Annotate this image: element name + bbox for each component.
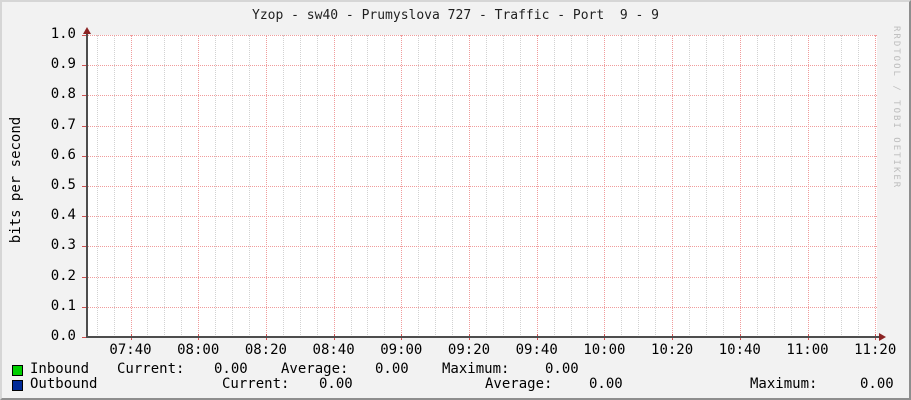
x-tick-label: 10:40 xyxy=(718,342,761,358)
x-tick-label: 08:40 xyxy=(312,342,355,358)
legend-stat-value: 0.00 xyxy=(860,376,894,392)
y-axis-tick xyxy=(82,276,87,278)
x-tick-label: 07:40 xyxy=(109,342,152,358)
legend-stat-label: Maximum: xyxy=(442,361,510,377)
inbound-swatch xyxy=(12,365,23,376)
grid-major-hline xyxy=(87,246,877,248)
grid-major-hline xyxy=(87,65,877,67)
grid-major-hline xyxy=(87,276,877,278)
x-tick-label: 09:40 xyxy=(515,342,558,358)
legend-stat-label: Maximum: xyxy=(750,376,818,392)
y-axis-line xyxy=(86,33,88,338)
grid-major-hline xyxy=(87,125,877,127)
grid-major-hline xyxy=(87,216,877,218)
y-axis-tick xyxy=(82,246,87,248)
grid-major-hline xyxy=(87,155,877,157)
grid-major-hline xyxy=(87,186,877,187)
legend-stat-label: Average: xyxy=(485,376,553,392)
legend-stat-label: Current: xyxy=(117,361,185,377)
x-axis-arrow-icon xyxy=(879,333,886,341)
y-tick-label: 0.8 xyxy=(50,86,76,103)
y-axis-tick xyxy=(82,155,87,157)
y-axis-tick xyxy=(82,216,87,218)
x-tick-label: 11:00 xyxy=(786,342,829,358)
plot-area xyxy=(87,35,877,337)
rrdtool-watermark: RRDTOOL / TOBI OETIKER xyxy=(891,26,901,190)
legend-series-name: Outbound xyxy=(30,376,98,392)
y-axis-tick xyxy=(82,306,87,308)
grid-major-hline xyxy=(87,306,877,308)
y-tick-label: 0.5 xyxy=(50,177,76,193)
y-axis-tick xyxy=(82,186,87,187)
legend-stat-value: 0.00 xyxy=(375,361,409,377)
outbound-swatch xyxy=(12,380,23,391)
legend-stat-value: 0.00 xyxy=(545,361,579,377)
legend-stat-value: 0.00 xyxy=(319,376,353,392)
y-axis-tick xyxy=(82,337,87,338)
y-tick-label: 0.1 xyxy=(50,297,76,314)
x-tick-label: 10:00 xyxy=(583,342,626,358)
grid-major-hline xyxy=(87,35,877,36)
y-axis-arrow-icon xyxy=(83,27,91,34)
y-tick-label: 0.4 xyxy=(50,207,76,224)
y-tick-label: 1.0 xyxy=(50,26,76,42)
y-tick-label: 0.7 xyxy=(50,116,76,133)
x-tick-label: 09:20 xyxy=(447,342,491,358)
x-tick-label: 09:00 xyxy=(380,342,423,358)
y-tick-label: 0.9 xyxy=(50,56,76,73)
y-tick-label: 0.0 xyxy=(50,328,76,344)
y-axis-tick xyxy=(82,95,87,97)
y-axis-tick xyxy=(82,65,87,67)
y-tick-label: 0.3 xyxy=(50,237,76,254)
y-axis-tick xyxy=(82,35,87,36)
legend-stat-label: Average: xyxy=(281,361,349,377)
y-tick-label: 0.6 xyxy=(50,146,76,163)
legend-stat-label: Current: xyxy=(222,376,290,392)
legend-stat-value: 0.00 xyxy=(589,376,623,392)
x-tick-label: 08:00 xyxy=(177,342,220,358)
grid-major-hline xyxy=(87,95,877,97)
y-axis-label: bits per second xyxy=(8,116,24,244)
x-tick-label: 08:20 xyxy=(244,342,287,358)
graph-title: Yzop - sw40 - Prumyslova 727 - Traffic -… xyxy=(252,8,659,23)
x-axis-line xyxy=(86,336,880,338)
legend-series-name: Inbound xyxy=(30,361,90,377)
y-tick-label: 0.2 xyxy=(50,267,76,284)
legend-stat-value: 0.00 xyxy=(214,361,248,377)
y-axis-tick xyxy=(82,125,87,127)
x-tick-label: 11:20 xyxy=(854,342,897,358)
x-tick-label: 10:20 xyxy=(651,342,694,358)
